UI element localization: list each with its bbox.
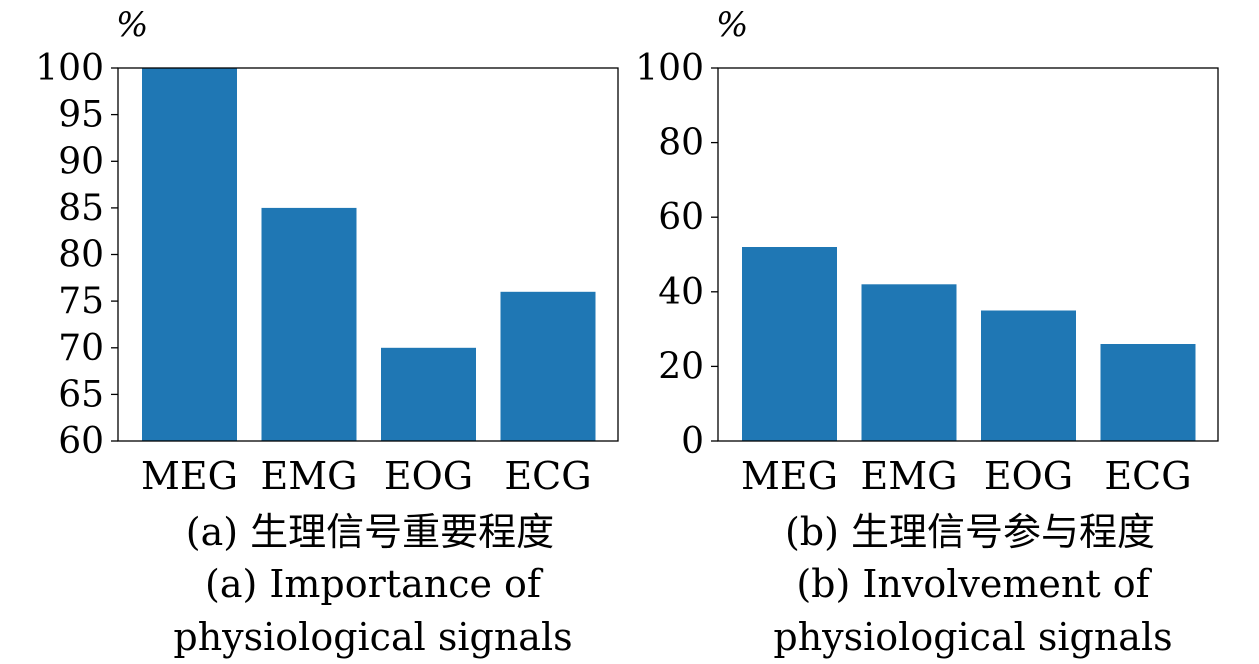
chart-b-bar-ecg [1100,344,1196,441]
chart-b-bars [742,247,1196,441]
chart-b-y-tick-label: 100 [635,48,704,89]
chart-a-x-axis: MEG EMG EOG ECG [141,454,592,498]
chart-b-unit-label: % [716,5,748,45]
chart-b-caption-cn: (b) 生理信号参与程度 [785,510,1155,554]
chart-b-caption-en-line2: physiological signals [773,615,1172,659]
chart-a-y-tick-label: 80 [58,235,104,276]
chart-b-y-tick-label: 80 [658,123,704,164]
chart-a-x-tick-label: ECG [504,454,591,498]
chart-a-y-axis: 60 65 70 75 80 85 90 95 100 [35,48,118,462]
chart-a-x-tick-label: EMG [260,454,357,498]
chart-a-y-tick-label: 100 [35,48,104,89]
chart-b-bar-meg [742,247,837,441]
chart-a-caption-en-line1: (a) Importance of [205,562,544,606]
chart-a-bar-emg [261,207,357,441]
chart-a-bar-meg [142,68,237,441]
chart-a-y-tick-label: 75 [58,281,104,322]
chart-b-y-tick-label: 0 [681,421,704,462]
chart-b-y-tick-label: 20 [658,346,704,387]
chart-b-bar-emg [861,284,957,441]
chart-a-x-tick-label: MEG [141,454,238,498]
chart-b-y-tick-label: 40 [658,272,704,313]
chart-b-bar-eog [981,310,1076,441]
chart-b-y-axis: 0 20 40 60 80 100 [635,48,718,462]
chart-a-y-tick-label: 60 [58,421,104,462]
chart-b-x-tick-label: EOG [984,454,1073,498]
chart-b: % 0 20 40 60 80 100 MEG EMG EOG ECG (b) 生理信号参与程度… [635,5,1219,659]
chart-b-x-tick-label: MEG [741,454,838,498]
chart-a-unit-label: % [116,5,148,45]
chart-a-y-tick-label: 95 [58,95,104,136]
chart-a-caption-cn: (a) 生理信号重要程度 [186,510,554,554]
chart-a-bar-ecg [500,291,596,441]
chart-a-bars [142,68,596,442]
chart-b-x-tick-label: ECG [1104,454,1191,498]
chart-a-y-tick-label: 85 [58,188,104,229]
chart-b-caption-en-line1: (b) Involvement of [796,562,1152,606]
chart-a-x-tick-label: EOG [384,454,473,498]
chart-a: % 60 65 70 75 80 85 90 95 100 MEG EMG EOG ECG (a) 生… [35,5,619,659]
chart-b-plot-frame [717,67,1219,442]
chart-a-caption-en-line2: physiological signals [173,615,572,659]
chart-b-y-tick-label: 60 [658,197,704,238]
chart-a-y-tick-label: 90 [58,141,104,182]
chart-b-x-tick-label: EMG [860,454,957,498]
chart-b-x-axis: MEG EMG EOG ECG [741,454,1192,498]
chart-a-y-tick-label: 65 [58,374,104,415]
chart-a-bar-eog [381,347,476,442]
chart-a-y-tick-label: 70 [58,328,104,369]
